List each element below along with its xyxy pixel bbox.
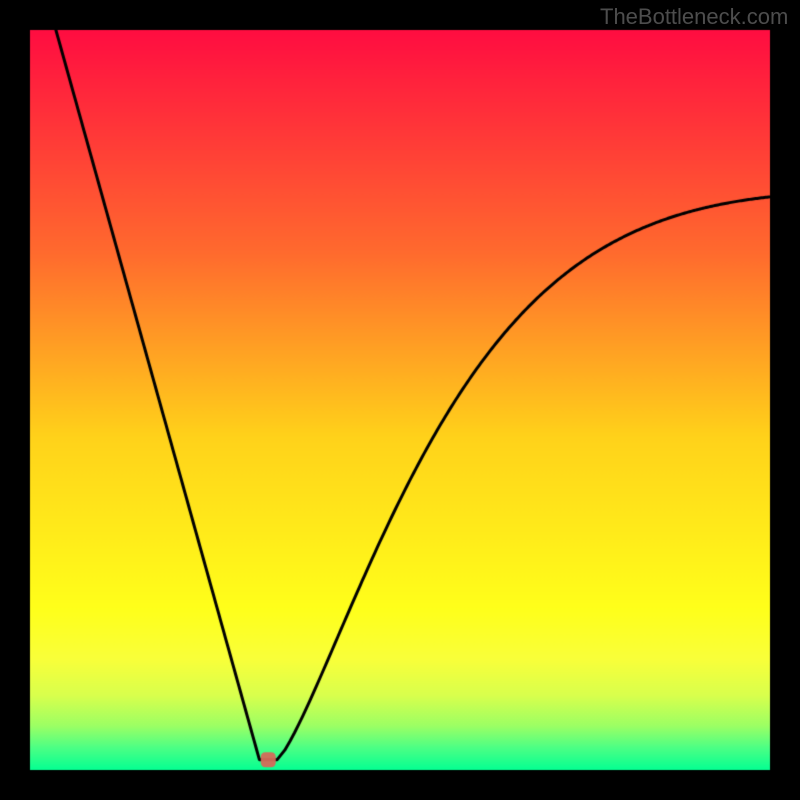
watermark-text: TheBottleneck.com — [600, 4, 788, 30]
bottleneck-dip-chart — [0, 0, 800, 800]
chart-root: TheBottleneck.com — [0, 0, 800, 800]
